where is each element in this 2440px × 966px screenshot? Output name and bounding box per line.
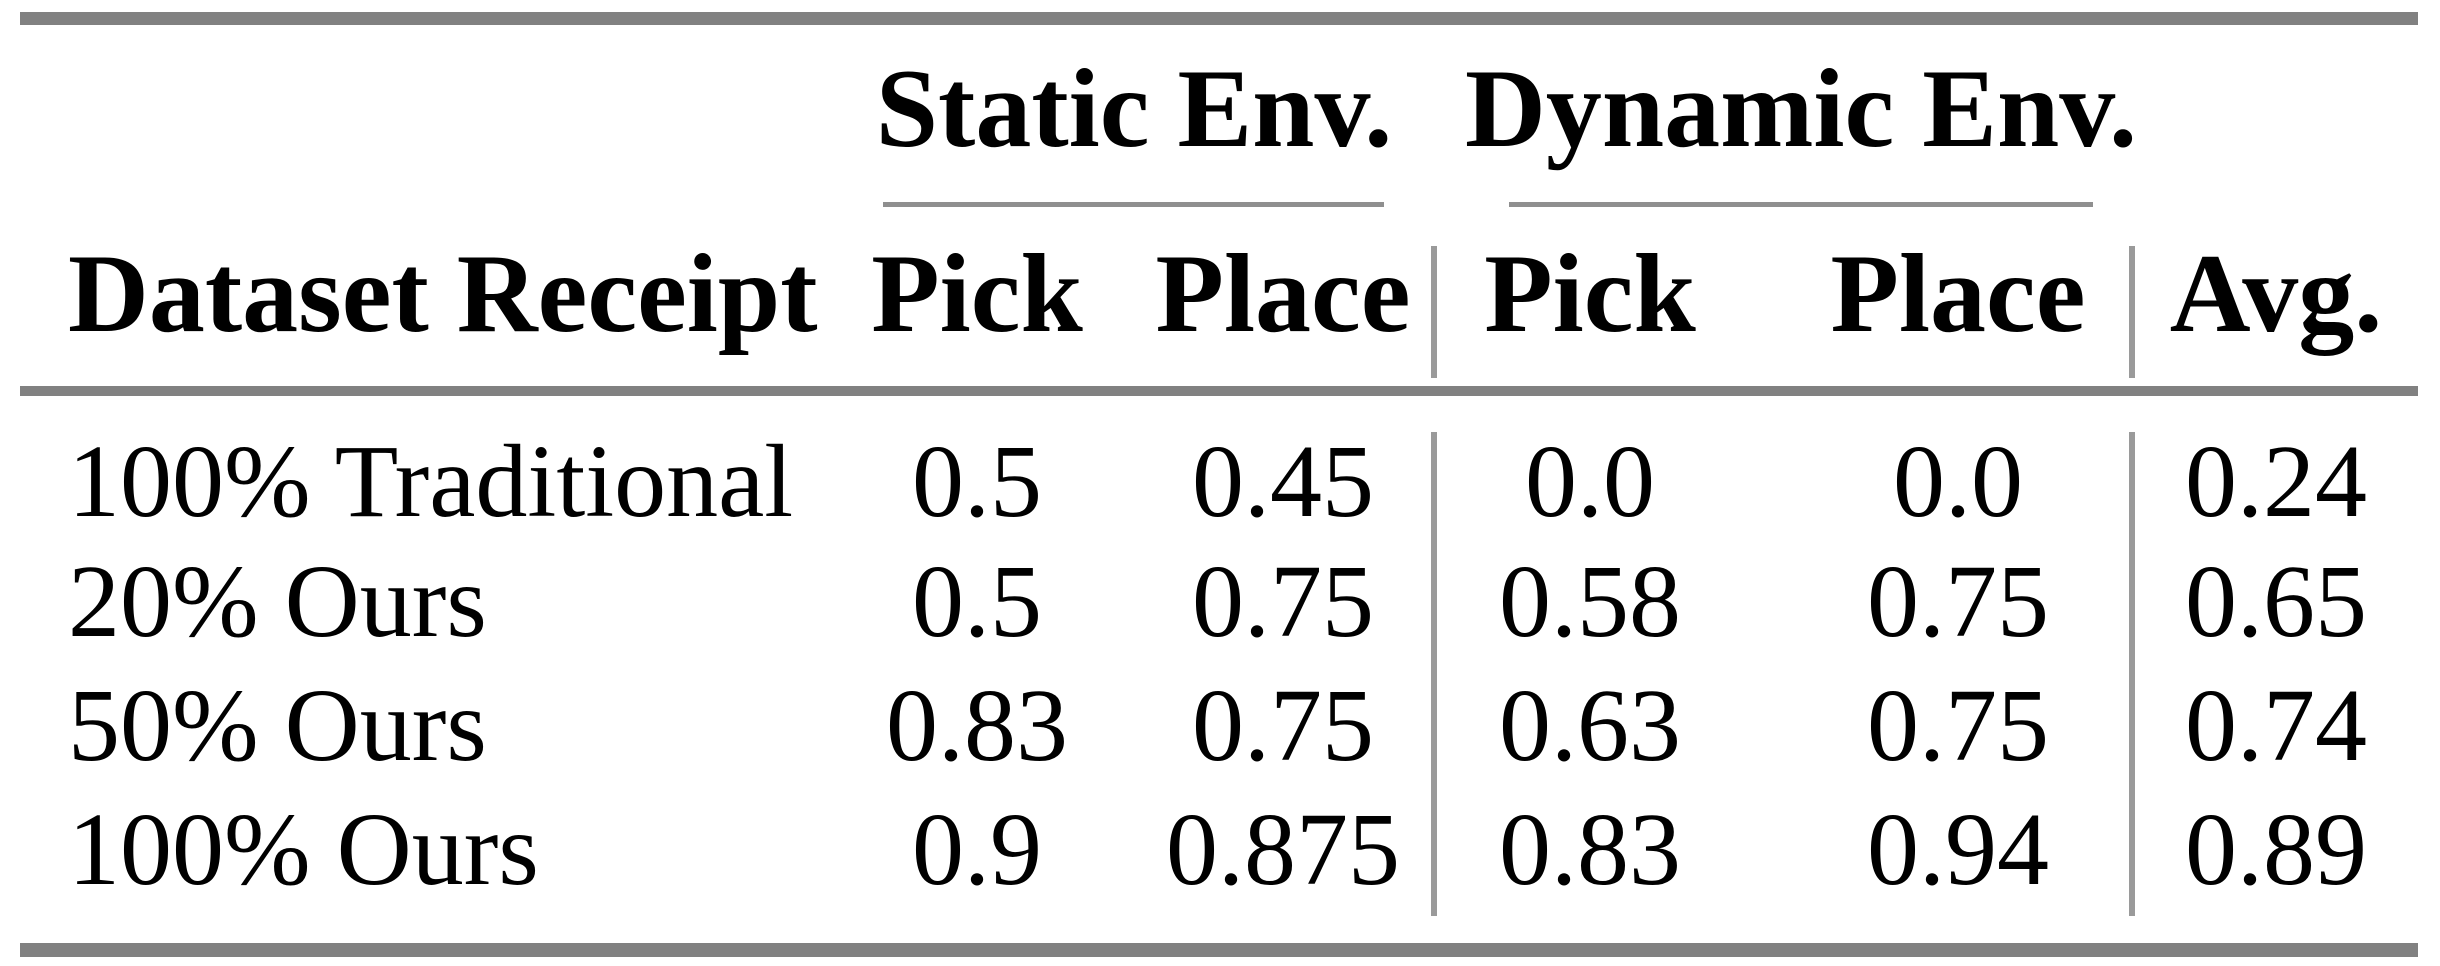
table-cell-static-place: 0.75: [1192, 544, 1374, 659]
table-cell-static-place: 0.875: [1166, 792, 1400, 907]
column-header-static-pick: Pick: [871, 232, 1083, 356]
table-cell-avg: 0.24: [2185, 424, 2367, 539]
column-header-dynamic-pick: Pick: [1484, 232, 1696, 356]
table-cell-static-pick: 0.83: [886, 668, 1068, 783]
vertical-separator-static-dynamic-bottom: [1431, 432, 1437, 916]
table-mid-rule: [20, 386, 2418, 396]
table-cell-static-pick: 0.9: [912, 792, 1042, 907]
table-cell-dynamic-place: 0.0: [1893, 424, 2023, 539]
row-label: 50% Ours: [68, 668, 487, 783]
dynamic-env-cmidrule: [1509, 202, 2093, 207]
table-cell-static-place: 0.75: [1192, 668, 1374, 783]
table-cell-dynamic-pick: 0.58: [1499, 544, 1681, 659]
table-cell-avg: 0.74: [2185, 668, 2367, 783]
column-header-dynamic-place: Place: [1830, 232, 2086, 356]
table-cell-dynamic-pick: 0.63: [1499, 668, 1681, 783]
table-cell-dynamic-place: 0.94: [1867, 792, 2049, 907]
table-bottom-rule: [20, 943, 2418, 957]
vertical-separator-dynamic-avg-bottom: [2129, 432, 2135, 916]
column-header-dataset-receipt: Dataset Receipt: [68, 232, 818, 356]
group-header-dynamic-env: Dynamic Env.: [1464, 47, 2138, 171]
vertical-separator-static-dynamic-top: [1431, 246, 1437, 378]
table-cell-static-pick: 0.5: [912, 424, 1042, 539]
table-cell-static-place: 0.45: [1192, 424, 1374, 539]
group-header-static-env: Static Env.: [875, 47, 1393, 171]
table-cell-avg: 0.89: [2185, 792, 2367, 907]
column-header-avg: Avg.: [2169, 232, 2383, 356]
table-top-rule: [20, 12, 2418, 25]
table-cell-avg: 0.65: [2185, 544, 2367, 659]
table-cell-static-pick: 0.5: [912, 544, 1042, 659]
table-cell-dynamic-place: 0.75: [1867, 544, 2049, 659]
table-cell-dynamic-pick: 0.83: [1499, 792, 1681, 907]
static-env-cmidrule: [883, 202, 1384, 207]
table-cell-dynamic-place: 0.75: [1867, 668, 2049, 783]
table-cell-dynamic-pick: 0.0: [1525, 424, 1655, 539]
column-header-static-place: Place: [1155, 232, 1411, 356]
row-label: 20% Ours: [68, 544, 487, 659]
row-label: 100% Ours: [68, 792, 539, 907]
vertical-separator-dynamic-avg-top: [2129, 246, 2135, 378]
row-label: 100% Traditional: [68, 424, 794, 539]
